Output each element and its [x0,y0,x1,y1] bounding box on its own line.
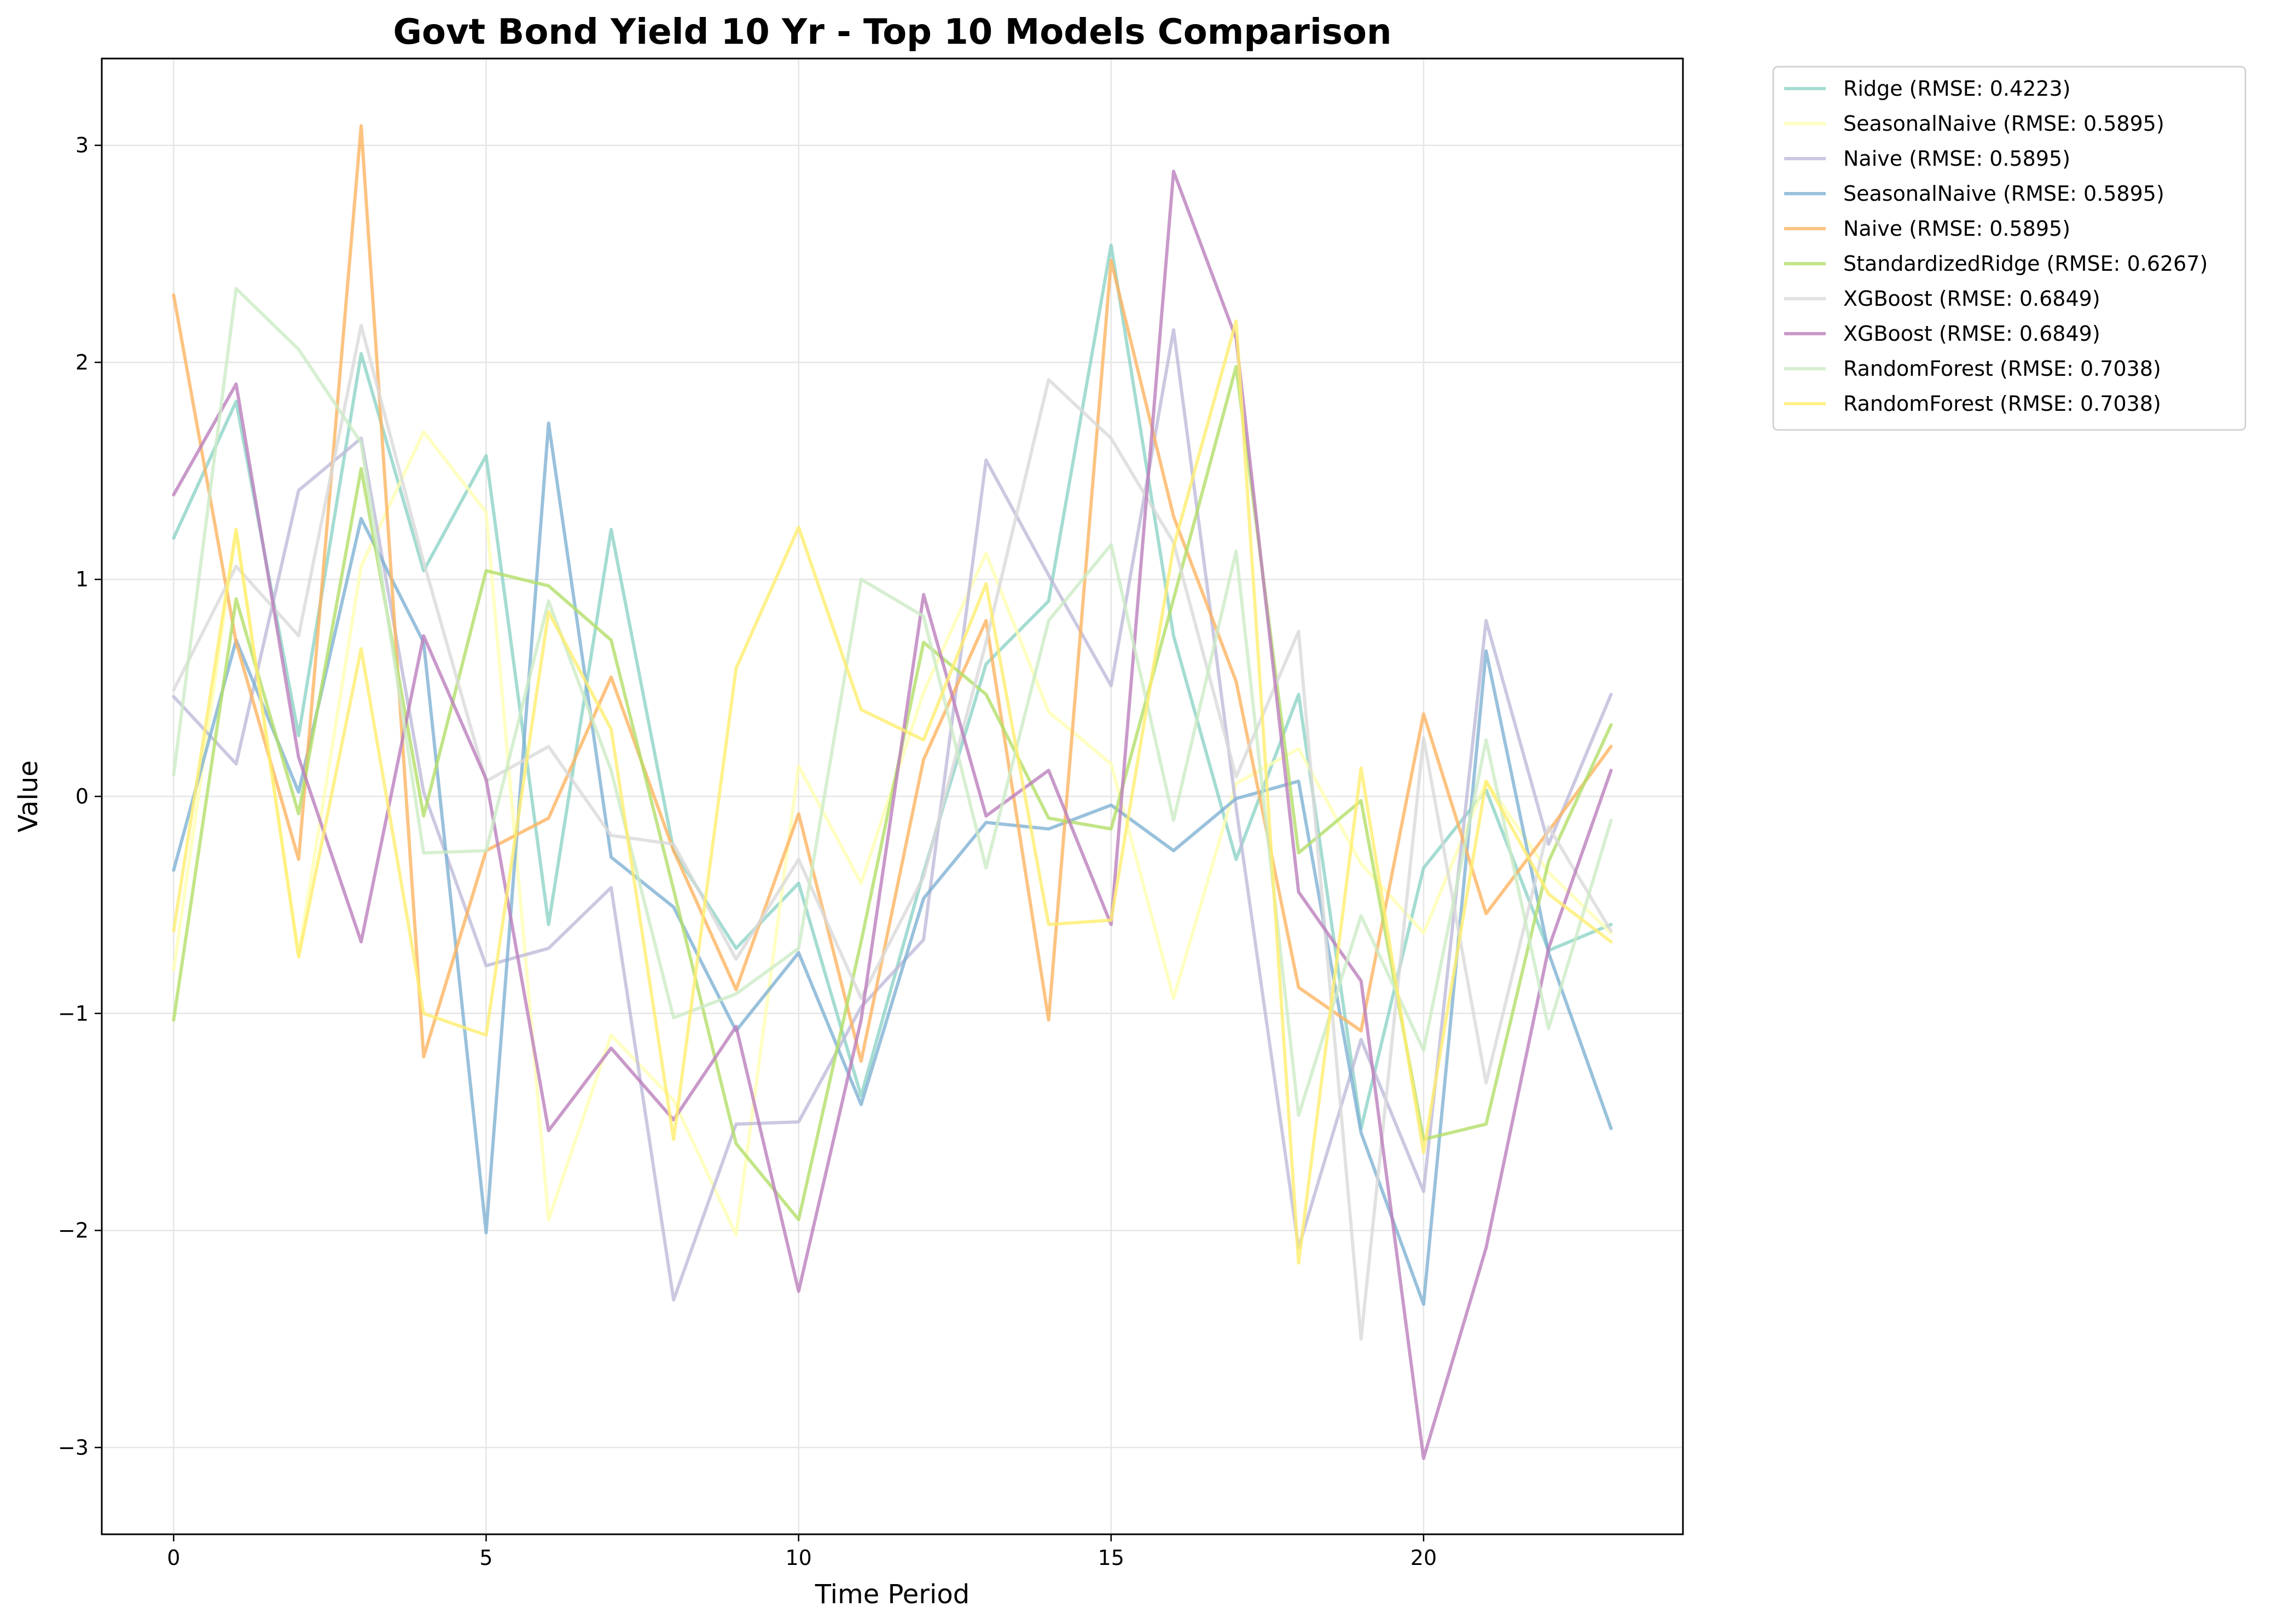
series-line-8 [172,170,1613,1460]
chart-title: Govt Bond Yield 10 Yr - Top 10 Models Co… [393,12,1391,53]
x-tick-label: 10 [785,1546,811,1570]
legend: Ridge (RMSE: 0.4223) SeasonalNaive (RMSE:… [1772,66,2246,431]
legend-box [1772,66,2246,431]
series-line-9 [172,287,1613,1117]
legend-label: Naive (RMSE: 0.5895) [1843,147,2070,171]
legend-label: XGBoost (RMSE: 0.6849) [1843,322,2100,346]
legend-label: SeasonalNaive (RMSE: 0.5895) [1843,112,2164,136]
series-line-6 [172,365,1613,1221]
grid [102,59,1683,1534]
y-tick-label: 2 [76,350,89,374]
legend-label: Naive (RMSE: 0.5895) [1843,217,2070,241]
series-line-10 [172,319,1613,1265]
series-line-4 [172,421,1613,1306]
legend-label: XGBoost (RMSE: 0.6849) [1843,287,2100,311]
series-line-5 [172,124,1613,1063]
legend-label: RandomForest (RMSE: 0.7038) [1843,357,2161,381]
y-tick-label: −3 [58,1435,89,1459]
y-tick-label: 1 [76,567,89,591]
x-tick-label: 0 [167,1546,180,1570]
axis-ticks: 0 5 10 15 20 −3 −2 −1 0 1 2 3 [58,133,1437,1570]
series-line-1 [172,243,1613,1131]
series-lines [172,124,1613,1460]
series-line-7 [172,324,1613,1341]
y-tick-label: 0 [76,784,89,808]
x-tick-label: 5 [479,1546,492,1570]
legend-label: StandardizedRidge (RMSE: 0.6267) [1843,252,2208,276]
y-tick-label: −2 [58,1219,89,1243]
x-axis-label: Time Period [815,1579,969,1610]
y-axis-label: Value [13,760,44,833]
legend-label: Ridge (RMSE: 0.4223) [1843,77,2070,101]
y-tick-label: 3 [76,133,89,158]
x-tick-label: 20 [1410,1546,1437,1570]
y-tick-label: −1 [58,1002,89,1026]
x-tick-label: 15 [1098,1546,1124,1570]
legend-label: SeasonalNaive (RMSE: 0.5895) [1843,182,2164,206]
legend-label: RandomForest (RMSE: 0.7038) [1843,392,2161,416]
